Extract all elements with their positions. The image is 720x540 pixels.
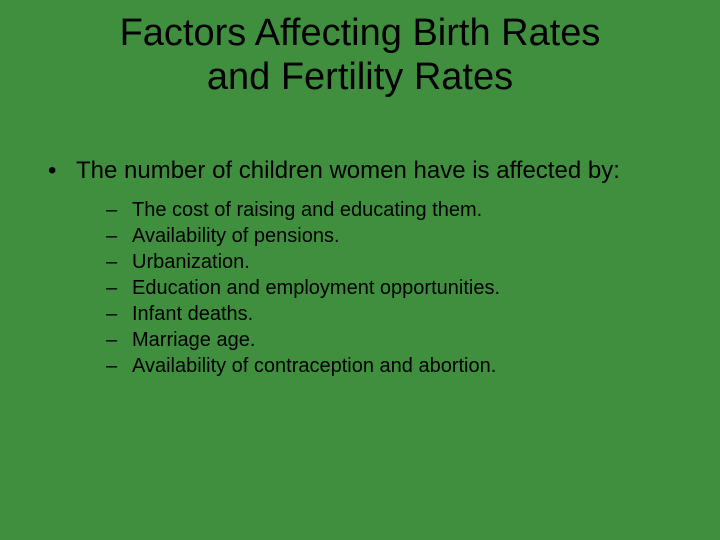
sub-item-text: Availability of pensions. (132, 223, 340, 249)
bullet-marker: • (48, 155, 76, 186)
dash-marker: – (106, 353, 132, 379)
list-item: – The cost of raising and educating them… (106, 197, 720, 223)
dash-marker: – (106, 327, 132, 353)
slide-title: Factors Affecting Birth Rates and Fertil… (0, 0, 720, 99)
sub-item-text: Urbanization. (132, 249, 250, 275)
dash-marker: – (106, 301, 132, 327)
list-item: – Availability of contraception and abor… (106, 353, 720, 379)
sub-bullet-list: – The cost of raising and educating them… (48, 187, 720, 379)
dash-marker: – (106, 197, 132, 223)
list-item: – Marriage age. (106, 327, 720, 353)
sub-item-text: Marriage age. (132, 327, 255, 353)
dash-marker: – (106, 223, 132, 249)
dash-marker: – (106, 275, 132, 301)
list-item: – Infant deaths. (106, 301, 720, 327)
sub-item-text: Infant deaths. (132, 301, 253, 327)
main-bullet-text: The number of children women have is aff… (76, 155, 620, 186)
slide-content: • The number of children women have is a… (0, 99, 720, 378)
main-bullet: • The number of children women have is a… (48, 155, 720, 186)
sub-item-text: Availability of contraception and aborti… (132, 353, 496, 379)
list-item: – Education and employment opportunities… (106, 275, 720, 301)
list-item: – Availability of pensions. (106, 223, 720, 249)
title-line-2: and Fertility Rates (207, 56, 513, 98)
list-item: – Urbanization. (106, 249, 720, 275)
sub-item-text: Education and employment opportunities. (132, 275, 500, 301)
dash-marker: – (106, 249, 132, 275)
sub-item-text: The cost of raising and educating them. (132, 197, 482, 223)
title-line-1: Factors Affecting Birth Rates (120, 12, 601, 54)
